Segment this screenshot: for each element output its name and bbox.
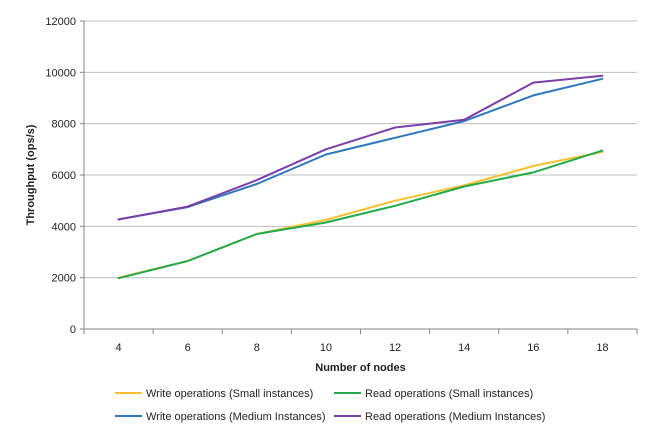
series-line-3 <box>117 74 604 221</box>
x-axis-title: Number of nodes <box>315 362 405 374</box>
y-tick-label-5: 10000 <box>45 67 76 79</box>
x-tick-label-0: 4 <box>116 342 122 354</box>
x-tick-label-2: 8 <box>254 342 260 354</box>
x-tick-label-4: 12 <box>389 342 401 354</box>
y-tick-label-3: 6000 <box>52 170 76 182</box>
legend: Write operations (Small instances) Read o… <box>115 388 545 423</box>
x-tick-label-3: 10 <box>320 342 332 354</box>
x-tick-label-7: 18 <box>596 342 608 354</box>
series-line-1 <box>117 149 604 280</box>
y-tick-label-0: 0 <box>70 324 76 336</box>
y-tick-label-6: 12000 <box>45 16 76 28</box>
legend-label-1: Read operations (Small instances) <box>365 388 533 400</box>
gridlines <box>84 20 637 279</box>
legend-label-2: Write operations (Medium Instances) <box>146 411 326 423</box>
legend-label-0: Write operations (Small instances) <box>146 388 313 400</box>
x-tick-label-1: 6 <box>185 342 191 354</box>
x-tick-label-6: 16 <box>527 342 539 354</box>
y-axis-title: Throughput (ops/s) <box>25 124 37 225</box>
legend-label-3: Read operations (Medium Instances) <box>365 411 545 423</box>
series-lines <box>117 74 604 280</box>
x-tick-label-5: 14 <box>458 342 470 354</box>
axes: 0 2000 4000 6000 8000 10000 12000 4 6 8 10 12 14 16 18 <box>45 16 638 354</box>
y-tick-label-2: 4000 <box>52 221 76 233</box>
series-line-2 <box>117 77 604 221</box>
y-tick-label-1: 2000 <box>52 273 76 285</box>
y-tick-label-4: 8000 <box>52 119 76 131</box>
